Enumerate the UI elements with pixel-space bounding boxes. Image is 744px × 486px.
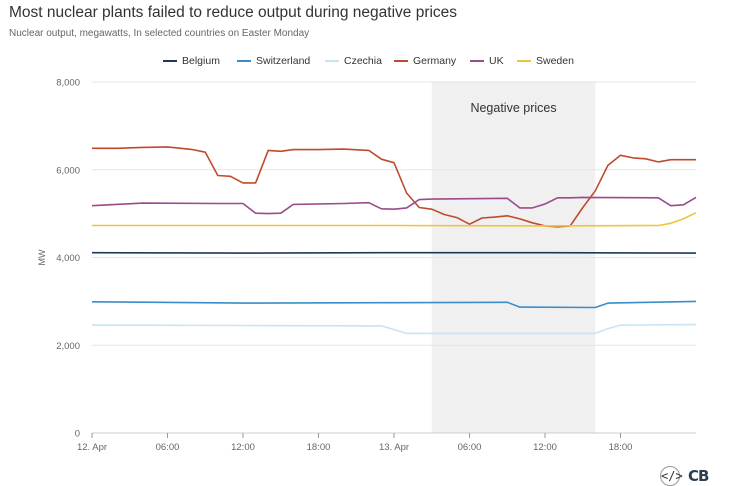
y-tick-label: 8,000 bbox=[56, 78, 80, 89]
x-tick-label: 12. Apr bbox=[77, 442, 107, 453]
code-embed-icon[interactable]: </> bbox=[660, 466, 680, 486]
x-tick-label: 12:00 bbox=[231, 442, 255, 453]
x-tick-label: 18:00 bbox=[609, 442, 633, 453]
brand-logo: </> CB bbox=[660, 466, 708, 486]
series-line-uk bbox=[92, 197, 696, 213]
x-tick-label: 13. Apr bbox=[379, 442, 409, 453]
y-tick-label: 0 bbox=[75, 429, 80, 440]
x-tick-label: 06:00 bbox=[156, 442, 180, 453]
y-tick-label: 6,000 bbox=[56, 165, 80, 176]
series-line-czechia bbox=[92, 325, 696, 334]
x-tick-label: 12:00 bbox=[533, 442, 557, 453]
x-tick-label: 06:00 bbox=[458, 442, 482, 453]
negative-prices-label: Negative prices bbox=[470, 101, 556, 115]
x-tick-label: 18:00 bbox=[307, 442, 331, 453]
series-line-switzerland bbox=[92, 301, 696, 307]
series-line-sweden bbox=[92, 213, 696, 226]
y-tick-label: 2,000 bbox=[56, 341, 80, 352]
series-line-germany bbox=[92, 147, 696, 227]
carbon-brief-logo: CB bbox=[688, 467, 708, 485]
y-axis-label: MW bbox=[37, 249, 47, 265]
y-tick-label: 4,000 bbox=[56, 253, 80, 264]
